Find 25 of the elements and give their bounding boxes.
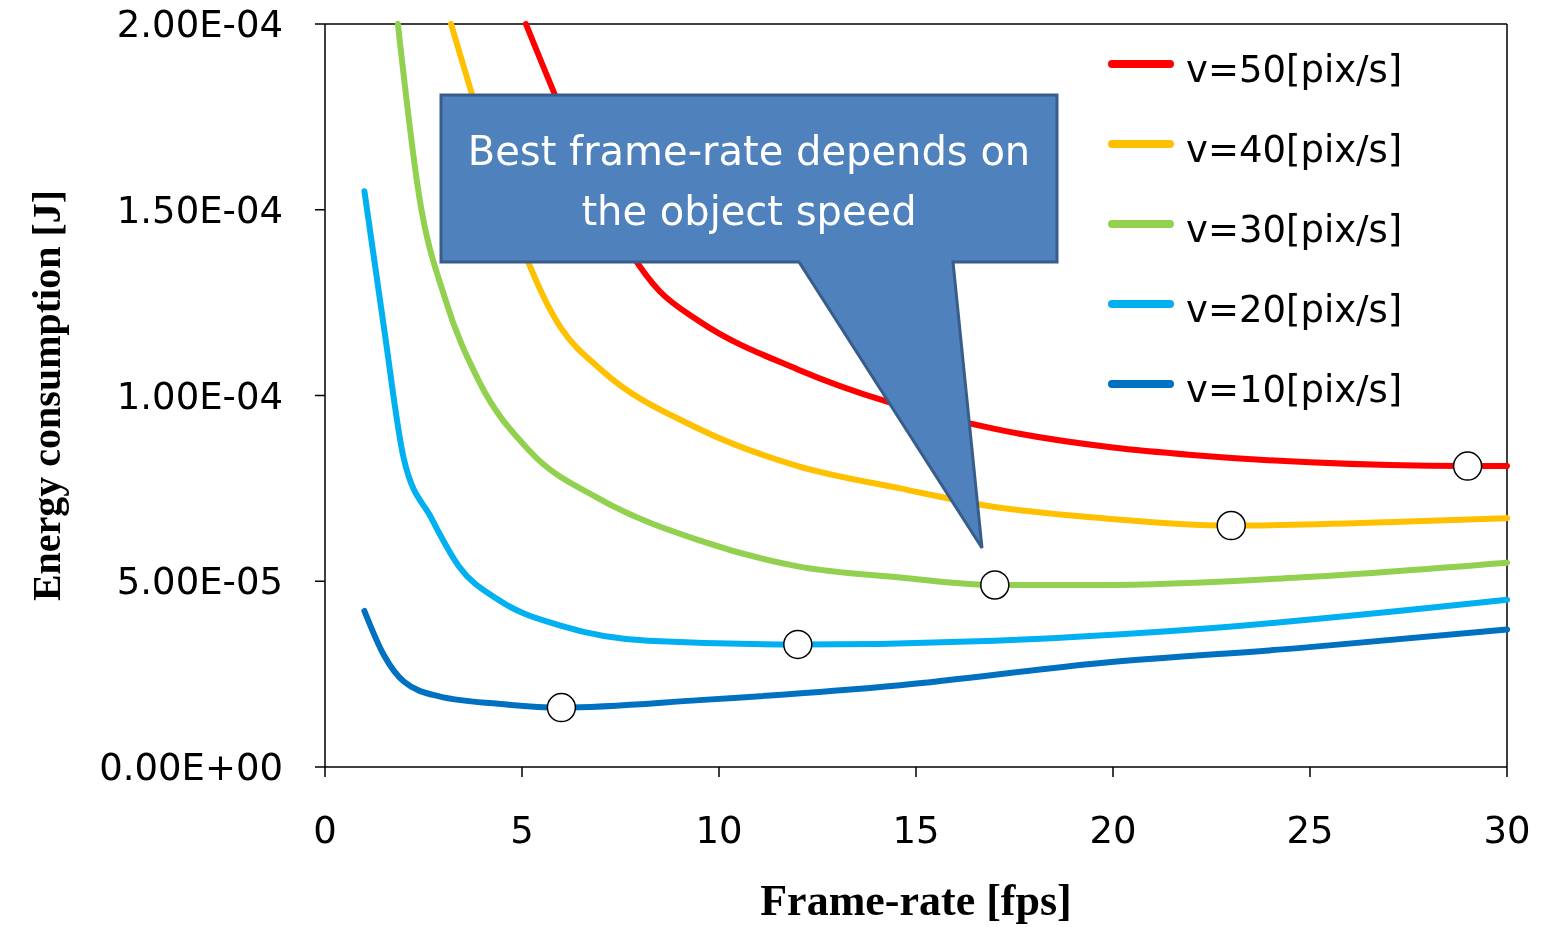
point bbox=[980, 570, 1010, 600]
x-tick-label: 0 bbox=[313, 809, 337, 852]
legend-label: v=20[pix/s] bbox=[1186, 288, 1403, 331]
point bbox=[1452, 451, 1483, 481]
y-tick-label: 2.00E-04 bbox=[116, 3, 283, 46]
x-tick-label: 5 bbox=[510, 809, 534, 852]
legend-label: v=10[pix/s] bbox=[1186, 368, 1403, 411]
x-tick-label: 10 bbox=[695, 809, 743, 852]
point bbox=[546, 692, 577, 723]
point bbox=[783, 629, 813, 660]
x-tick-label: 15 bbox=[892, 809, 940, 852]
y-tick-label: 5.00E-05 bbox=[116, 560, 283, 604]
legend-label: v=50[pix/s] bbox=[1186, 48, 1403, 91]
y-tick-label: 0.00E+00 bbox=[99, 746, 283, 789]
point bbox=[1216, 510, 1246, 541]
x-tick-label: 25 bbox=[1286, 809, 1334, 852]
legend-label: v=30[pix/s] bbox=[1186, 208, 1403, 251]
annotation: Best frame-rate depends on the object speed bbox=[467, 128, 1031, 234]
y-axis-title: Energy consumption [J] bbox=[24, 189, 69, 602]
y-tick-label: 1.50E-04 bbox=[116, 188, 283, 232]
x-tick-label: 20 bbox=[1089, 809, 1137, 852]
legend-label: v=40[pix/s] bbox=[1186, 128, 1403, 171]
x-tick-label: 30 bbox=[1483, 809, 1531, 852]
x-axis-title: Frame-rate [fps] bbox=[760, 876, 1072, 925]
y-tick-label: 1.00E-04 bbox=[116, 374, 283, 418]
